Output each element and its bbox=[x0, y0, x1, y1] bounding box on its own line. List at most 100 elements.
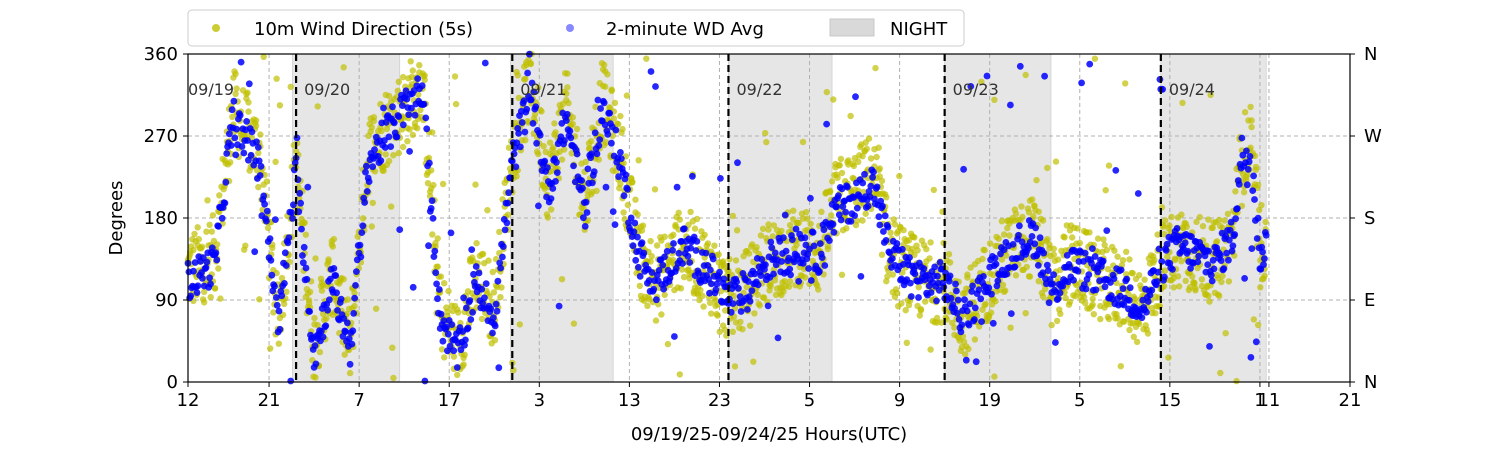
data-point bbox=[663, 247, 671, 255]
data-point bbox=[1232, 188, 1239, 195]
data-point bbox=[844, 183, 851, 191]
data-point bbox=[393, 133, 401, 141]
data-point bbox=[1063, 252, 1071, 259]
data-point bbox=[425, 154, 433, 162]
data-point bbox=[244, 89, 251, 96]
data-point bbox=[578, 177, 585, 184]
data-point bbox=[490, 289, 498, 296]
data-point bbox=[632, 256, 640, 264]
data-point bbox=[563, 110, 571, 118]
data-point bbox=[829, 220, 837, 228]
data-point bbox=[452, 100, 460, 108]
data-point bbox=[655, 267, 663, 274]
data-point bbox=[434, 263, 441, 270]
data-point bbox=[838, 169, 846, 177]
data-point bbox=[496, 259, 504, 267]
data-point bbox=[729, 328, 736, 335]
data-point bbox=[706, 289, 713, 297]
data-point bbox=[1252, 338, 1260, 346]
data-point bbox=[931, 263, 939, 271]
data-point bbox=[733, 227, 741, 234]
data-point bbox=[757, 272, 765, 279]
data-point bbox=[859, 179, 867, 187]
data-point bbox=[273, 301, 281, 309]
data-point bbox=[1220, 265, 1228, 272]
data-point bbox=[1238, 134, 1246, 142]
data-point bbox=[890, 216, 897, 223]
data-point bbox=[758, 256, 766, 263]
data-point bbox=[296, 189, 304, 197]
data-point bbox=[1114, 315, 1121, 322]
data-point bbox=[263, 207, 271, 215]
data-point bbox=[521, 128, 529, 136]
data-point bbox=[907, 279, 914, 287]
data-point bbox=[322, 322, 330, 330]
data-point bbox=[1120, 301, 1128, 309]
data-point bbox=[513, 173, 520, 180]
data-point bbox=[211, 285, 219, 292]
data-point bbox=[561, 146, 568, 153]
data-point bbox=[864, 202, 872, 210]
data-point bbox=[615, 120, 622, 128]
x-tick-label: 11 bbox=[1257, 390, 1280, 411]
data-point bbox=[988, 290, 995, 298]
data-point bbox=[306, 288, 314, 295]
data-point bbox=[1183, 223, 1191, 230]
data-point bbox=[450, 347, 458, 355]
data-point bbox=[409, 131, 416, 139]
data-point bbox=[207, 294, 214, 301]
data-point bbox=[1101, 241, 1108, 249]
data-point bbox=[927, 346, 934, 353]
data-point bbox=[1070, 276, 1077, 284]
data-point bbox=[472, 181, 479, 188]
data-point bbox=[1028, 233, 1036, 240]
data-point bbox=[1033, 177, 1040, 184]
data-point bbox=[830, 228, 838, 236]
data-point bbox=[466, 297, 474, 304]
data-point bbox=[491, 322, 499, 330]
data-point bbox=[1210, 265, 1218, 273]
data-point bbox=[454, 371, 461, 379]
data-point bbox=[325, 258, 332, 265]
data-point bbox=[1016, 222, 1023, 230]
data-point bbox=[255, 157, 263, 165]
data-point bbox=[1085, 271, 1093, 279]
data-point bbox=[863, 145, 870, 152]
data-point bbox=[275, 307, 283, 315]
data-point bbox=[1184, 247, 1192, 255]
data-point bbox=[1154, 268, 1162, 276]
data-point bbox=[1219, 224, 1226, 232]
data-point bbox=[1232, 215, 1239, 223]
data-point bbox=[1091, 55, 1099, 62]
x-tick-label: 7 bbox=[353, 390, 364, 411]
y-axis-label: Degrees bbox=[106, 181, 127, 256]
data-point bbox=[963, 307, 971, 315]
data-point bbox=[1240, 189, 1248, 196]
data-point bbox=[780, 288, 787, 295]
data-point bbox=[278, 292, 286, 300]
data-point bbox=[615, 173, 622, 181]
data-point bbox=[461, 351, 468, 358]
data-point bbox=[1126, 256, 1133, 263]
data-point bbox=[573, 150, 581, 158]
data-point bbox=[731, 363, 739, 370]
data-point bbox=[527, 96, 535, 104]
data-point bbox=[544, 164, 551, 172]
data-point bbox=[439, 337, 447, 345]
data-point bbox=[582, 198, 590, 206]
data-point bbox=[593, 187, 600, 195]
data-point bbox=[1029, 196, 1036, 203]
data-point bbox=[433, 280, 440, 288]
data-point bbox=[302, 264, 310, 272]
data-point bbox=[634, 233, 641, 241]
data-point bbox=[191, 230, 198, 238]
data-point bbox=[1025, 209, 1033, 216]
data-point bbox=[489, 329, 496, 337]
data-point bbox=[260, 53, 267, 60]
data-point bbox=[264, 224, 272, 232]
data-point bbox=[332, 272, 340, 279]
data-point bbox=[1160, 230, 1168, 238]
data-point bbox=[748, 287, 756, 294]
data-point bbox=[289, 214, 296, 222]
data-point bbox=[244, 137, 251, 144]
